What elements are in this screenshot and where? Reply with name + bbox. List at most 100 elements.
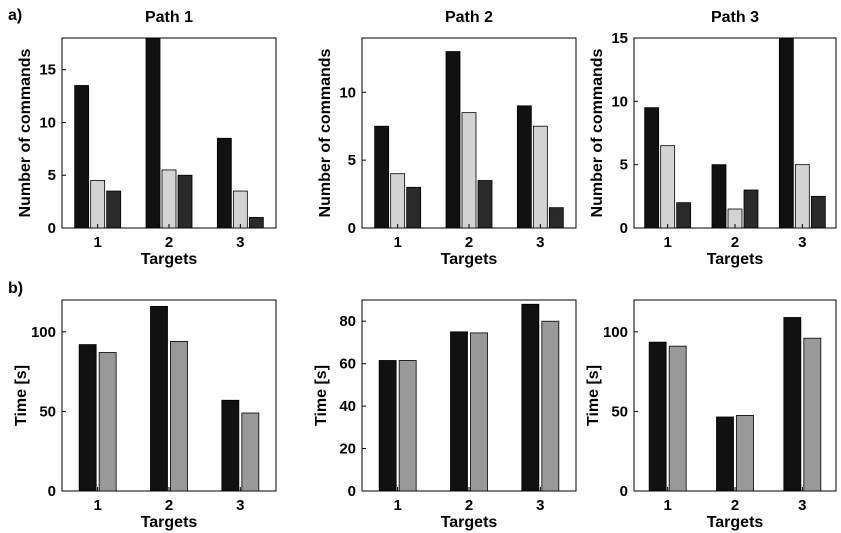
y-tick-label: 50 — [611, 403, 628, 420]
bar — [98, 352, 117, 492]
y-tick-label: 15 — [39, 62, 56, 79]
x-tick-label: 3 — [798, 234, 806, 251]
bar — [794, 164, 810, 229]
bar — [232, 190, 248, 229]
bar — [445, 51, 461, 229]
chart-title: Path 3 — [711, 9, 759, 26]
bar — [406, 186, 422, 229]
x-tick-label: 2 — [465, 497, 473, 514]
row-label-b: b) — [8, 280, 23, 297]
bar — [216, 137, 232, 229]
bar — [145, 37, 161, 229]
x-axis-label: Targets — [141, 251, 198, 268]
x-axis-label: Targets — [441, 251, 498, 268]
x-tick-label: 2 — [731, 497, 739, 514]
bar — [390, 173, 406, 229]
bar — [521, 303, 540, 492]
bar — [810, 195, 826, 229]
bar — [648, 341, 667, 492]
y-tick-label: 20 — [339, 441, 356, 458]
x-axis-label: Targets — [707, 514, 764, 531]
bar — [248, 217, 264, 229]
y-tick-label: 15 — [611, 30, 628, 47]
x-axis-label: Targets — [141, 514, 198, 531]
y-tick-label: 10 — [339, 84, 356, 101]
x-tick-label: 2 — [731, 234, 739, 251]
bar — [716, 416, 734, 492]
bar — [150, 305, 168, 492]
x-tick-label: 1 — [663, 497, 671, 514]
y-tick-label: 80 — [339, 313, 356, 330]
bar — [398, 360, 417, 492]
chart-title: Path 1 — [145, 9, 193, 26]
bar — [78, 344, 97, 492]
y-tick-label: 50 — [39, 403, 56, 420]
bar — [177, 174, 193, 229]
bar — [532, 125, 548, 229]
bar — [374, 125, 390, 229]
y-axis-label: Number of commands — [317, 48, 334, 217]
y-axis-label: Time [s] — [585, 365, 602, 426]
y-tick-label: 10 — [39, 114, 56, 131]
y-tick-label: 0 — [620, 220, 628, 237]
y-tick-label: 100 — [603, 324, 628, 341]
y-axis-label: Time [s] — [13, 365, 30, 426]
x-tick-label: 3 — [798, 497, 806, 514]
bar — [74, 85, 90, 229]
x-tick-label: 1 — [393, 234, 401, 251]
bar — [470, 332, 488, 492]
x-tick-label: 3 — [536, 497, 544, 514]
bar — [778, 37, 794, 229]
x-tick-label: 3 — [236, 234, 244, 251]
bar — [660, 145, 676, 229]
y-tick-label: 10 — [611, 93, 628, 110]
y-tick-label: 60 — [339, 356, 356, 373]
y-tick-label: 5 — [48, 167, 56, 184]
bar — [783, 317, 802, 492]
y-axis-label: Time [s] — [313, 365, 330, 426]
bar — [743, 189, 759, 229]
x-axis-label: Targets — [441, 514, 498, 531]
bar — [477, 180, 493, 229]
chart-title: Path 2 — [445, 9, 493, 26]
y-tick-label: 5 — [348, 152, 356, 169]
bar — [548, 207, 564, 229]
bar — [541, 320, 560, 492]
bar — [516, 105, 532, 229]
bar — [241, 412, 260, 492]
x-tick-label: 2 — [465, 234, 473, 251]
bar — [736, 414, 754, 492]
bar — [461, 112, 477, 229]
bar — [106, 190, 122, 229]
x-tick-label: 2 — [165, 234, 173, 251]
row-label-a: a) — [8, 7, 22, 24]
x-tick-label: 1 — [93, 234, 101, 251]
bar — [644, 107, 660, 229]
y-tick-label: 100 — [31, 324, 56, 341]
y-tick-label: 5 — [620, 157, 628, 174]
x-tick-label: 1 — [93, 497, 101, 514]
bar — [90, 180, 106, 229]
x-tick-label: 1 — [393, 497, 401, 514]
bar — [450, 331, 468, 492]
y-tick-label: 0 — [48, 220, 56, 237]
bar — [676, 202, 692, 229]
x-axis-label: Targets — [707, 251, 764, 268]
y-tick-label: 0 — [620, 483, 628, 500]
y-axis-label: Number of commands — [589, 48, 606, 217]
bar — [711, 164, 727, 229]
bar — [378, 360, 397, 492]
bar — [668, 345, 687, 492]
x-tick-label: 2 — [165, 497, 173, 514]
y-tick-label: 0 — [48, 483, 56, 500]
y-tick-label: 0 — [348, 220, 356, 237]
bar — [170, 340, 188, 492]
bar — [803, 337, 822, 492]
y-tick-label: 0 — [348, 483, 356, 500]
y-axis-label: Number of commands — [17, 48, 34, 217]
x-tick-label: 3 — [536, 234, 544, 251]
x-tick-label: 3 — [236, 497, 244, 514]
bar — [221, 399, 240, 492]
